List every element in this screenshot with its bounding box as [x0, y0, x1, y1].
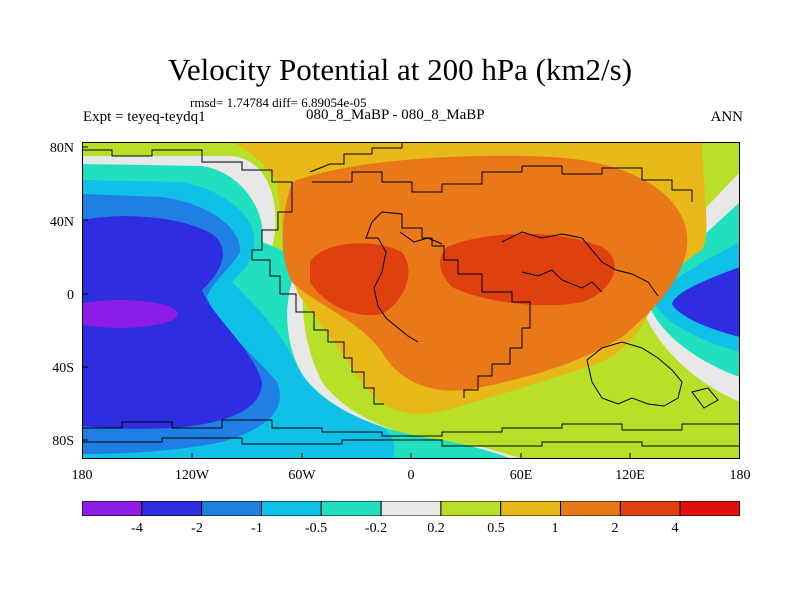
lon-label-0: 0	[407, 468, 415, 483]
colorbar-swatch	[380, 501, 442, 516]
velocity-potential-map	[82, 142, 740, 459]
colorbar-swatch	[320, 501, 382, 516]
colorbar-label: 0.2	[427, 521, 445, 536]
colorbar-swatch	[560, 501, 621, 516]
colorbar-swatch	[141, 501, 203, 516]
lat-label-40s: 40S	[52, 361, 74, 376]
colorbar-label: -2	[191, 521, 203, 536]
coastlines	[82, 142, 740, 447]
case-label: 080_8_MaBP - 080_8_MaBP	[306, 107, 485, 123]
colorbar-swatch	[201, 501, 262, 516]
experiment-label: Expt = teyeq-teydq1	[83, 109, 206, 125]
colorbar-label: 0.5	[487, 521, 505, 536]
contour-fill-neg-max	[82, 300, 178, 328]
colorbar-label: -0.5	[304, 521, 328, 536]
colorbar-swatch	[82, 501, 143, 516]
lon-label-180w: 180	[71, 468, 93, 483]
contour-fill-neg-4	[82, 216, 262, 429]
colorbar-label: -1	[251, 521, 263, 536]
colorbar-swatch	[500, 501, 562, 516]
colorbar-swatch	[440, 501, 502, 516]
axis-ticks	[82, 146, 631, 459]
lat-label-80n: 80N	[49, 141, 74, 156]
lon-label-60e: 60E	[509, 468, 533, 483]
lon-label-60w: 60W	[288, 468, 316, 483]
contour-fill-pos-2b	[440, 233, 615, 306]
colorbar-label: -4	[131, 521, 143, 536]
stats-label: rmsd= 1.74784 diff= 6.89054e-05	[190, 95, 367, 110]
lon-label-120e: 120E	[615, 468, 645, 483]
season-label: ANN	[710, 109, 744, 125]
lat-label-80s: 80S	[52, 434, 74, 449]
colorbar-swatch	[679, 501, 740, 516]
colorbar-label: 1	[551, 521, 559, 536]
colorbar-swatch	[619, 501, 681, 516]
colorbar-swatch	[260, 501, 322, 516]
lon-label-180e: 180	[729, 468, 751, 483]
colorbar-label: -0.2	[364, 521, 388, 536]
map-title: Velocity Potential at 200 hPa (km2/s)	[167, 52, 633, 87]
colorbar	[82, 501, 740, 516]
colorbar-label: 2	[611, 521, 619, 536]
lon-label-120w: 120W	[174, 468, 210, 483]
lat-label-40n: 40N	[49, 215, 74, 230]
colorbar-label: 4	[671, 521, 679, 536]
lat-label-eq: 0	[67, 288, 74, 303]
contour-fill-east-neg-2	[672, 267, 740, 337]
